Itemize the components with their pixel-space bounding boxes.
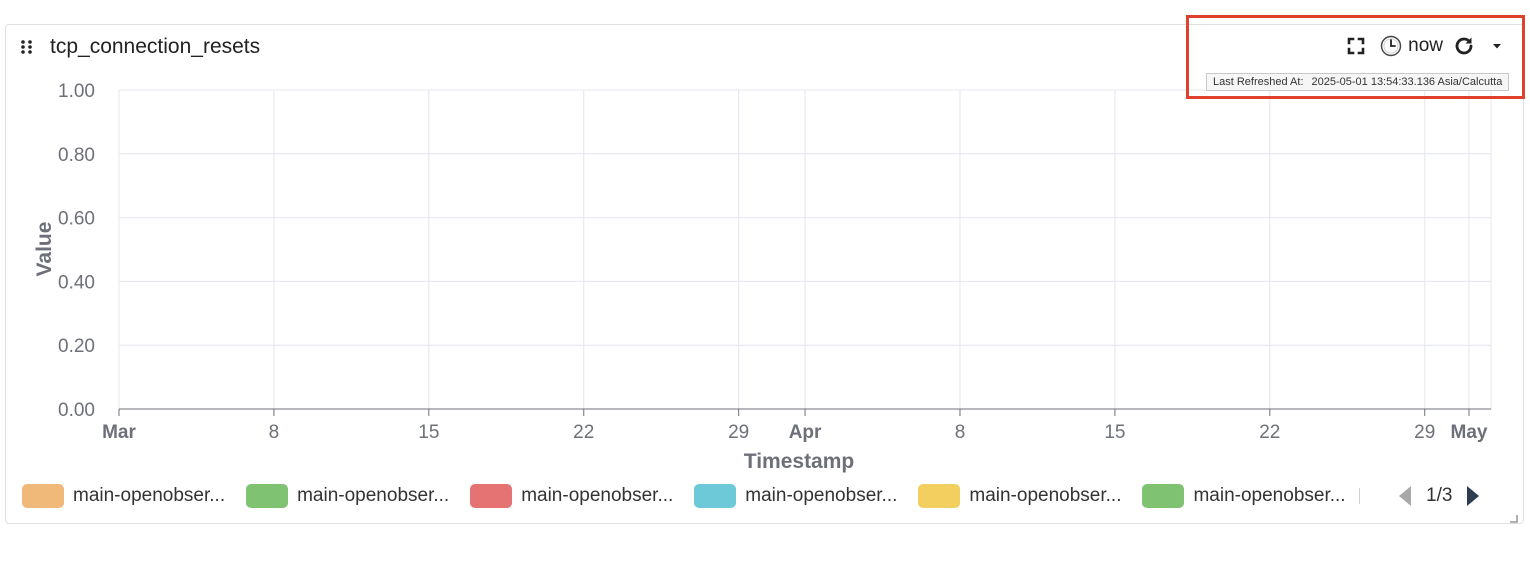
chart-axes (118, 408, 1491, 416)
legend-swatch (246, 484, 289, 508)
x-tick-label: 22 (1259, 422, 1280, 443)
panel-toolbar: now (1344, 33, 1505, 59)
legend-item[interactable]: main-openobser... (918, 484, 1121, 508)
last-refreshed-tooltip: Last Refreshed At: 2025-05-01 13:54:33.13… (1206, 73, 1510, 91)
y-tick-label: 0.80 (58, 145, 95, 166)
resize-handle-icon[interactable] (1507, 511, 1519, 523)
x-tick-label: 15 (418, 422, 439, 443)
legend-label: main-openobser... (521, 485, 674, 506)
y-tick-label: 0.60 (58, 209, 95, 230)
clock-icon[interactable] (1380, 35, 1402, 57)
legend-swatch (918, 484, 961, 508)
legend-label: main-openobser... (969, 485, 1122, 506)
legend-swatch (22, 484, 64, 508)
legend-label: main-openobser... (297, 485, 450, 506)
y-tick-label: 0.40 (58, 272, 95, 293)
x-tick-label: Apr (789, 422, 822, 443)
refresh-button[interactable] (1451, 33, 1477, 59)
legend-swatch (694, 484, 737, 508)
legend-label: main-openobser... (1193, 485, 1346, 506)
y-tick-label: 0.00 (58, 400, 95, 421)
legend-label: main-openobser... (73, 485, 226, 506)
fullscreen-icon (1347, 37, 1365, 55)
x-tick-label: May (1451, 422, 1488, 443)
drag-handle-icon[interactable] (20, 39, 34, 55)
panel-title: tcp_connection_resets (50, 35, 261, 58)
legend-swatch (1142, 484, 1185, 508)
x-tick-label: Mar (102, 422, 136, 443)
dashboard-panel: tcp_connection_resets now (5, 24, 1524, 524)
legend-item[interactable]: main-openobser... (470, 484, 673, 508)
x-axis-title: Timestamp (744, 450, 855, 473)
x-tick-label: 8 (955, 422, 966, 443)
legend-label: main-openobser... (745, 485, 898, 506)
legend-next-button[interactable] (1464, 483, 1482, 509)
refresh-interval-dropdown[interactable] (1489, 38, 1505, 54)
legend-prev-button[interactable] (1396, 483, 1414, 509)
chart-labels: 0.00 0.20 0.40 0.60 0.80 1.00 Mar 8 15 22 29 Apr 8 15… (58, 81, 1488, 443)
x-tick-label: 8 (269, 422, 280, 443)
chart-legend: main-openobser... main-openobser... main-o… (22, 483, 1370, 509)
legend-item[interactable]: main-openobser... (22, 484, 225, 508)
tooltip-label: Last Refreshed At: (1213, 76, 1304, 88)
y-axis-title: Value (33, 222, 56, 277)
legend-separator (1358, 488, 1360, 504)
x-tick-label: 22 (573, 422, 594, 443)
caret-down-icon (1493, 44, 1501, 49)
legend-swatch (470, 484, 513, 508)
legend-pager: 1/3 (1396, 483, 1482, 509)
triangle-left-icon (1399, 486, 1411, 506)
x-tick-label: 29 (728, 422, 749, 443)
x-tick-label: 29 (1414, 422, 1435, 443)
triangle-right-icon (1467, 486, 1480, 506)
time-range-label[interactable]: now (1408, 35, 1443, 56)
chart-grid (118, 89, 1492, 410)
y-tick-label: 1.00 (58, 81, 95, 102)
legend-item[interactable]: main-openobser... (694, 484, 897, 508)
x-tick-label: 15 (1104, 422, 1125, 443)
legend-item[interactable]: main-openobser... (1142, 484, 1346, 508)
y-tick-label: 0.20 (58, 336, 95, 357)
legend-item[interactable]: main-openobser... (246, 484, 449, 508)
tooltip-value: 2025-05-01 13:54:33.136 Asia/Calcutta (1311, 76, 1503, 88)
legend-page-indicator: 1/3 (1426, 485, 1453, 506)
fullscreen-button[interactable] (1344, 34, 1368, 58)
refresh-icon (1455, 37, 1473, 55)
